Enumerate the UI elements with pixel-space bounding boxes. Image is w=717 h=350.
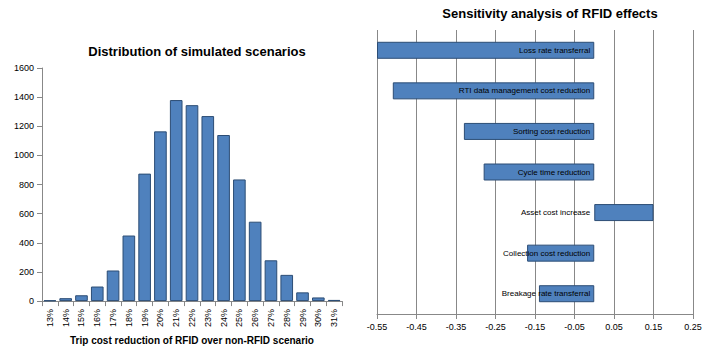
svg-text:27%: 27% xyxy=(266,309,276,327)
svg-text:20%: 20% xyxy=(155,309,165,327)
svg-text:1000: 1000 xyxy=(14,150,34,160)
svg-text:15%: 15% xyxy=(76,309,86,327)
svg-text:14%: 14% xyxy=(61,309,71,327)
svg-text:23%: 23% xyxy=(203,309,213,327)
svg-text:30%: 30% xyxy=(313,309,323,327)
svg-text:Collection cost reduction: Collection cost reduction xyxy=(503,249,590,258)
svg-text:Cycle time reduction: Cycle time reduction xyxy=(518,168,590,177)
svg-text:21%: 21% xyxy=(171,309,181,327)
svg-text:800: 800 xyxy=(19,180,34,190)
svg-text:Asset cost increase: Asset cost increase xyxy=(521,208,591,217)
svg-text:18%: 18% xyxy=(124,309,134,327)
svg-text:25%: 25% xyxy=(234,309,244,327)
svg-text:-0.35: -0.35 xyxy=(446,322,467,332)
svg-text:17%: 17% xyxy=(108,309,118,327)
svg-text:0.15: 0.15 xyxy=(645,322,663,332)
svg-text:26%: 26% xyxy=(250,309,260,327)
svg-text:24%: 24% xyxy=(219,309,229,327)
svg-text:31%: 31% xyxy=(329,309,339,327)
svg-text:-0.45: -0.45 xyxy=(406,322,427,332)
svg-text:600: 600 xyxy=(19,209,34,219)
svg-text:-0.05: -0.05 xyxy=(564,322,585,332)
svg-text:0.05: 0.05 xyxy=(605,322,623,332)
svg-text:-0.25: -0.25 xyxy=(485,322,506,332)
svg-text:13%: 13% xyxy=(45,309,55,327)
svg-text:Loss rate transferral: Loss rate transferral xyxy=(519,46,590,55)
svg-text:400: 400 xyxy=(19,238,34,248)
svg-text:RTI data management cost reduc: RTI data management cost reduction xyxy=(459,86,590,95)
svg-text:1400: 1400 xyxy=(14,92,34,102)
svg-text:16%: 16% xyxy=(92,309,102,327)
svg-text:1200: 1200 xyxy=(14,121,34,131)
svg-text:Sorting cost reduction: Sorting cost reduction xyxy=(513,127,590,136)
svg-text:-0.55: -0.55 xyxy=(367,322,388,332)
svg-text:-0.15: -0.15 xyxy=(525,322,546,332)
svg-text:Trip cost reduction of RFID ov: Trip cost reduction of RFID over non-RFI… xyxy=(70,335,314,346)
svg-text:1600: 1600 xyxy=(14,63,34,73)
svg-text:29%: 29% xyxy=(298,309,308,327)
svg-text:19%: 19% xyxy=(140,309,150,327)
svg-text:22%: 22% xyxy=(187,309,197,327)
svg-text:Distribution of simulated scen: Distribution of simulated scenarios xyxy=(88,44,305,59)
svg-text:0.25: 0.25 xyxy=(684,322,702,332)
svg-text:0: 0 xyxy=(29,296,34,306)
svg-text:Breakage rate transferral: Breakage rate transferral xyxy=(502,289,591,298)
svg-text:28%: 28% xyxy=(282,309,292,327)
svg-text:200: 200 xyxy=(19,267,34,277)
svg-text:Sensitivity analysis of RFID e: Sensitivity analysis of RFID effects xyxy=(442,6,657,21)
